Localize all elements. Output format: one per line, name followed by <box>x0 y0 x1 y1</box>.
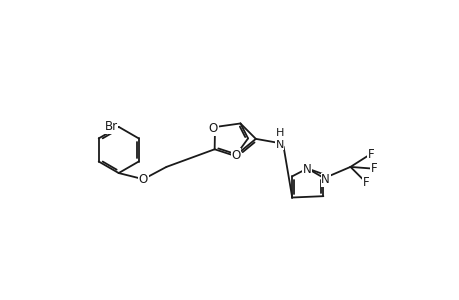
Text: F: F <box>367 148 374 161</box>
Text: F: F <box>362 176 369 189</box>
Text: Br: Br <box>104 120 118 134</box>
Text: F: F <box>370 162 377 175</box>
Text: O: O <box>231 148 240 161</box>
Text: O: O <box>139 173 148 186</box>
Text: H
N: H N <box>275 128 283 150</box>
Text: N: N <box>320 173 329 187</box>
Text: N: N <box>302 164 311 176</box>
Text: O: O <box>208 122 218 135</box>
